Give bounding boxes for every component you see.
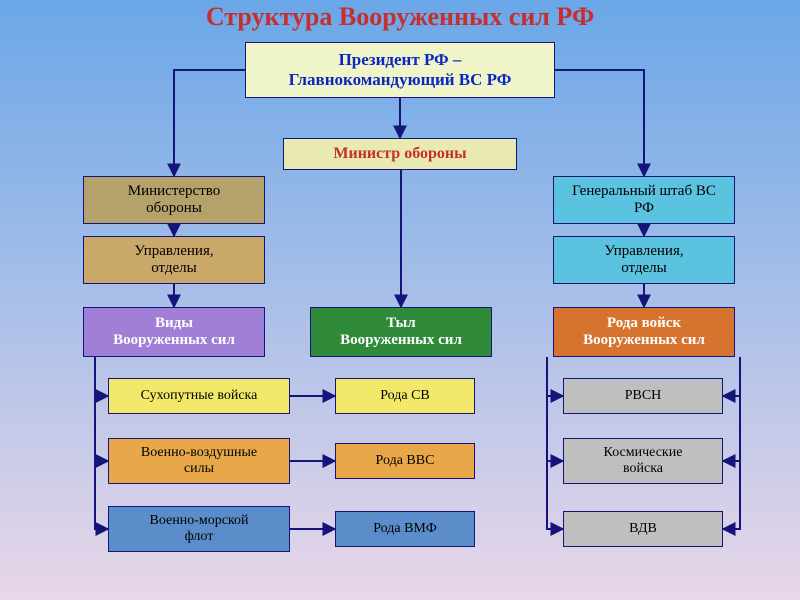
node-president: Президент РФ –Главнокомандующий ВС РФ [245, 42, 555, 98]
node-kosm: Космическиевойска [563, 438, 723, 484]
node-vmf: Военно-морскойфлот [108, 506, 290, 552]
node-tyl: ТылВооруженных сил [310, 307, 492, 357]
node-upravL: Управления,отделы [83, 236, 265, 284]
node-vidy: ВидыВооруженных сил [83, 307, 265, 357]
node-rodaVVS: Рода ВВС [335, 443, 475, 479]
node-roda: Рода войскВооруженных сил [553, 307, 735, 357]
diagram-title: Структура Вооруженных сил РФ [0, 2, 800, 32]
node-minister: Министр обороны [283, 138, 517, 170]
diagram-canvas: Структура Вооруженных сил РФ Президент Р… [0, 0, 800, 600]
node-ministry: Министерствообороны [83, 176, 265, 224]
node-genstaff: Генеральный штаб ВСРФ [553, 176, 735, 224]
node-rodaVMF: Рода ВМФ [335, 511, 475, 547]
node-vvs: Военно-воздушныесилы [108, 438, 290, 484]
node-sukhop: Сухопутные войска [108, 378, 290, 414]
node-upravR: Управления,отделы [553, 236, 735, 284]
node-vdv: ВДВ [563, 511, 723, 547]
node-rvsn: РВСН [563, 378, 723, 414]
node-rodaSV: Рода СВ [335, 378, 475, 414]
